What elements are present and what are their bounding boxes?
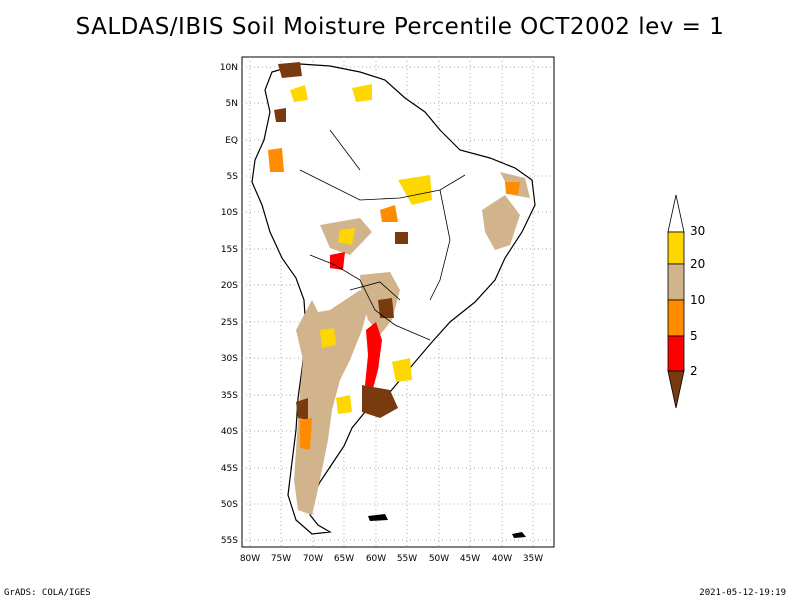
lon-label: 60W [366, 554, 386, 564]
falkland-islands [368, 514, 388, 521]
lat-label: 15S [221, 245, 238, 255]
lat-label: 10N [220, 63, 238, 73]
footer-timestamp: 2021-05-12-19:19 [699, 588, 786, 598]
lat-label: 45S [221, 464, 238, 474]
legend-swatch-lt2 [667, 370, 685, 409]
lat-label: 5N [226, 99, 238, 109]
lon-label: 80W [240, 554, 260, 564]
legend-swatch-5to10 [667, 299, 685, 337]
soil-moisture-field [268, 62, 530, 515]
lat-label: 5S [227, 172, 239, 182]
lat-label: 25S [221, 318, 238, 328]
lat-label: 40S [221, 427, 238, 437]
lon-label: 35W [523, 554, 543, 564]
legend-label: 2 [690, 364, 698, 378]
footer-credit: GrADS: COLA/IGES [4, 588, 91, 598]
legend-label: 10 [690, 293, 705, 307]
map-title: SALDAS/IBIS Soil Moisture Percentile OCT… [75, 14, 725, 40]
color-legend [667, 194, 685, 409]
lon-label: 65W [334, 554, 354, 564]
legend-swatch-10to20 [667, 263, 685, 301]
lat-label: 35S [221, 391, 238, 401]
lon-label: 75W [271, 554, 291, 564]
legend-label: 5 [690, 329, 698, 343]
lat-label: EQ [225, 136, 238, 146]
legend-labels: 2 5 10 20 30 [690, 224, 705, 378]
lon-label: 45W [460, 554, 480, 564]
lon-label: 50W [429, 554, 449, 564]
lat-label: 55S [221, 536, 238, 546]
lat-label: 30S [221, 354, 238, 364]
legend-swatch-gt30 [667, 194, 685, 233]
lon-label: 70W [303, 554, 323, 564]
lon-axis-labels: 80W 75W 70W 65W 60W 55W 50W 45W 40W 35W [240, 554, 543, 564]
lon-label: 55W [397, 554, 417, 564]
lat-label: 50S [221, 500, 238, 510]
lon-label: 40W [492, 554, 512, 564]
legend-label: 30 [690, 224, 705, 238]
lat-axis-labels: 10N 5N EQ 5S 10S 15S 20S 25S 30S 35S 40S… [220, 63, 238, 546]
lat-label: 20S [221, 281, 238, 291]
legend-swatch-20to30 [667, 231, 685, 265]
country-borders [299, 129, 466, 341]
legend-swatch-2to5 [667, 335, 685, 372]
south-georgia [512, 532, 526, 538]
lat-label: 10S [221, 208, 238, 218]
legend-label: 20 [690, 257, 705, 271]
